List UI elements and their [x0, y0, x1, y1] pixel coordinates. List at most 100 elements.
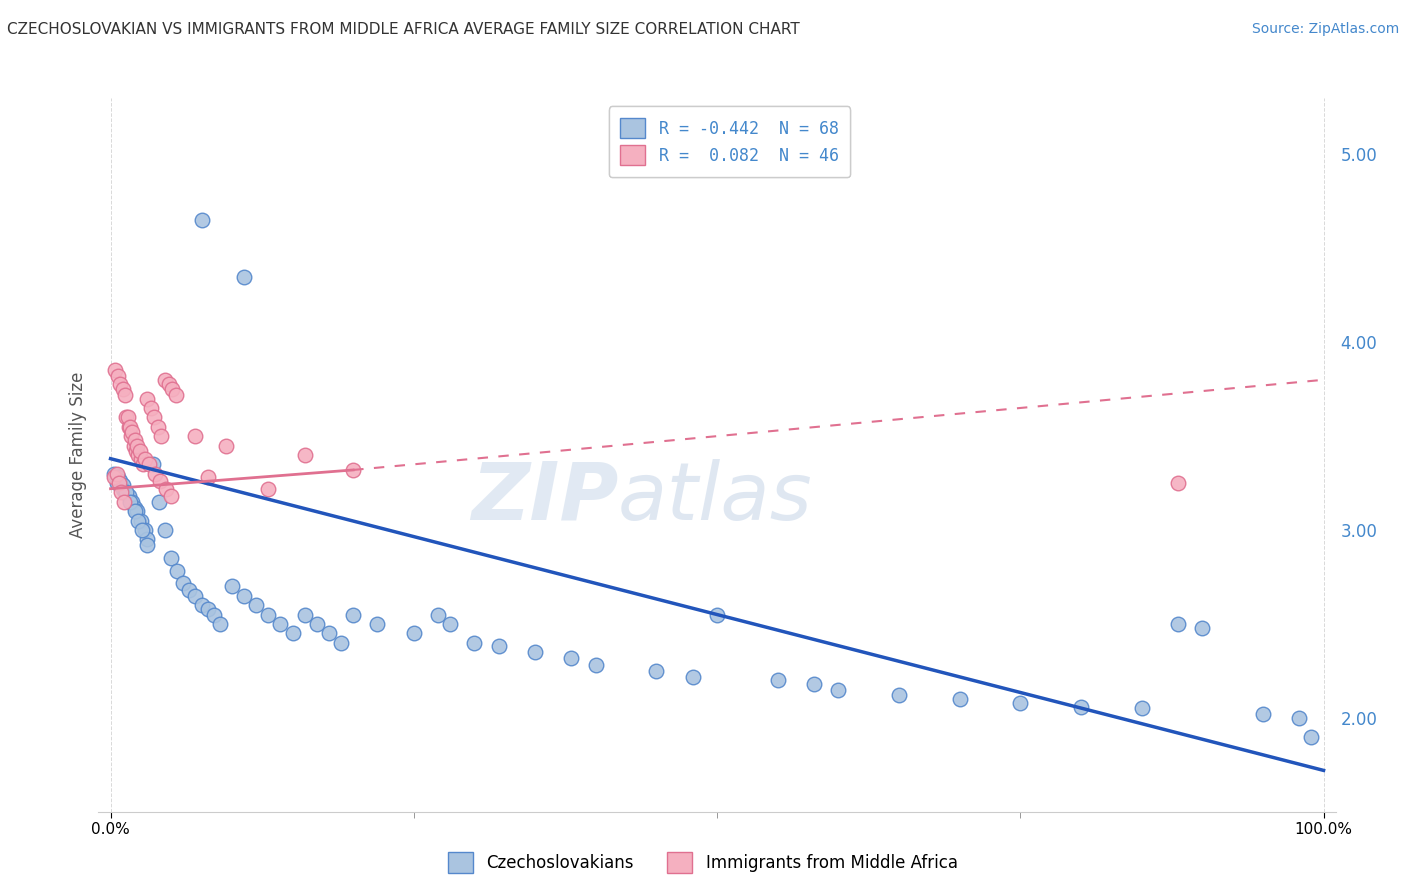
Point: [111, 478, 134, 492]
Point: [110, 485, 132, 500]
Point: [1167, 616, 1189, 631]
Point: [146, 419, 169, 434]
Point: [127, 448, 149, 462]
Point: [110, 376, 132, 391]
Point: [104, 363, 127, 377]
Point: [827, 682, 849, 697]
Point: [160, 489, 183, 503]
Point: [148, 495, 170, 509]
Point: [124, 504, 146, 518]
Point: [129, 514, 152, 528]
Point: [111, 382, 134, 396]
Point: [121, 495, 143, 509]
Point: [1301, 730, 1323, 744]
Point: [136, 392, 159, 406]
Point: [190, 213, 212, 227]
Point: [318, 626, 340, 640]
Point: [281, 626, 304, 640]
Point: [127, 514, 149, 528]
Text: CZECHOSLOVAKIAN VS IMMIGRANTS FROM MIDDLE AFRICA AVERAGE FAMILY SIZE CORRELATION: CZECHOSLOVAKIAN VS IMMIGRANTS FROM MIDDL…: [7, 22, 800, 37]
Point: [107, 470, 129, 484]
Point: [294, 448, 316, 462]
Point: [117, 410, 139, 425]
Point: [108, 476, 131, 491]
Point: [215, 438, 238, 452]
Point: [165, 388, 187, 402]
Point: [149, 474, 172, 488]
Point: [153, 523, 176, 537]
Point: [585, 658, 607, 673]
Point: [124, 500, 146, 515]
Point: [143, 410, 166, 425]
Point: [179, 583, 201, 598]
Point: [103, 470, 125, 484]
Point: [766, 673, 789, 688]
Point: [127, 438, 149, 452]
Point: [157, 376, 180, 391]
Point: [803, 677, 825, 691]
Point: [887, 688, 910, 702]
Point: [1288, 711, 1310, 725]
Point: [145, 467, 167, 481]
Point: [112, 495, 135, 509]
Point: [124, 433, 146, 447]
Point: [197, 470, 219, 484]
Point: [105, 476, 128, 491]
Text: Source: ZipAtlas.com: Source: ZipAtlas.com: [1251, 22, 1399, 37]
Point: [134, 523, 156, 537]
Point: [427, 607, 450, 622]
Point: [128, 444, 150, 458]
Point: [402, 626, 425, 640]
Point: [524, 645, 547, 659]
Point: [153, 373, 176, 387]
Point: [121, 425, 143, 440]
Point: [136, 533, 159, 547]
Point: [139, 401, 162, 415]
Point: [142, 458, 165, 472]
Point: [269, 616, 291, 631]
Point: [162, 382, 184, 396]
Point: [115, 410, 138, 425]
Point: [949, 692, 972, 706]
Point: [488, 640, 510, 654]
Point: [330, 636, 353, 650]
Point: [155, 482, 177, 496]
Text: atlas: atlas: [619, 458, 813, 537]
Point: [342, 463, 364, 477]
Point: [103, 467, 125, 481]
Point: [132, 458, 155, 472]
Point: [1130, 701, 1153, 715]
Point: [342, 607, 364, 622]
Point: [439, 616, 461, 631]
Point: [172, 575, 194, 590]
Point: [257, 607, 280, 622]
Point: [1070, 699, 1092, 714]
Point: [105, 467, 128, 481]
Point: [257, 482, 280, 496]
Point: [202, 607, 225, 622]
Point: [118, 489, 141, 503]
Point: [120, 429, 142, 443]
Legend: R = -0.442  N = 68, R =  0.082  N = 46: R = -0.442 N = 68, R = 0.082 N = 46: [609, 106, 851, 178]
Y-axis label: Average Family Size: Average Family Size: [69, 372, 87, 538]
Point: [134, 451, 156, 466]
Point: [184, 589, 207, 603]
Point: [190, 598, 212, 612]
Point: [127, 504, 149, 518]
Point: [197, 602, 219, 616]
Point: [160, 551, 183, 566]
Point: [706, 607, 728, 622]
Point: [1167, 476, 1189, 491]
Point: [208, 616, 231, 631]
Point: [1251, 707, 1274, 722]
Point: [221, 579, 243, 593]
Point: [118, 419, 141, 434]
Point: [122, 438, 145, 452]
Point: [110, 474, 132, 488]
Point: [107, 369, 129, 384]
Point: [118, 495, 141, 509]
Point: [114, 388, 136, 402]
Point: [233, 589, 256, 603]
Point: [111, 482, 134, 496]
Point: [184, 429, 207, 443]
